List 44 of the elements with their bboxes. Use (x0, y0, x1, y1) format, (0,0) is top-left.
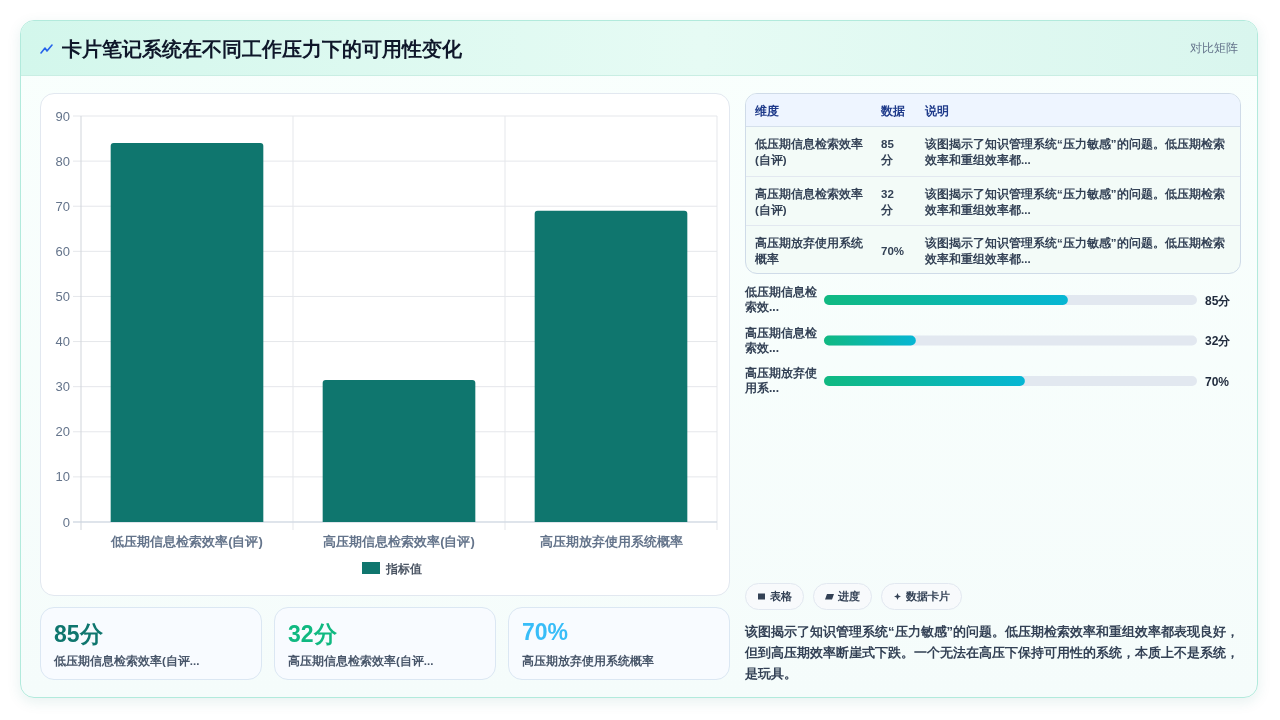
text: 85分 (881, 137, 895, 168)
text: 85分 (54, 620, 103, 649)
text: 70% (522, 619, 569, 646)
y-tick-label: 90 (55, 108, 70, 124)
y-tick-label: 80 (55, 153, 70, 169)
x-tick-label: 高压期信息检索效率(自评) (323, 534, 475, 549)
text: 低压期信息检索效率(自评... (54, 654, 200, 669)
text: 32分 (881, 187, 895, 218)
text: 说明 (925, 103, 949, 120)
data-label: 32分 (1205, 334, 1232, 348)
y-tick-label: 60 (55, 243, 70, 259)
y-tick-label: 70 (55, 198, 70, 214)
y-tick-label: 30 (55, 379, 70, 395)
y-tick-label: 0 (62, 514, 70, 530)
text: 数据 (881, 103, 905, 120)
data-label: 85分 (1205, 293, 1232, 308)
y-tick-label: 10 (55, 469, 70, 485)
y-tick-label: 高压期放弃使用系... (745, 366, 818, 396)
data-label: 70% (1205, 374, 1230, 389)
text: 高压期放弃使用系统概率 (755, 235, 864, 267)
text: 70% (881, 244, 905, 259)
y-tick-label: 20 (55, 424, 70, 440)
text: 高压期放弃使用系统概率 (522, 654, 654, 669)
text: 进度 (838, 589, 860, 604)
y-tick-label: 50 (55, 288, 70, 304)
y-tick-label: 40 (55, 334, 70, 350)
text: 32分 (288, 620, 337, 649)
x-tick-label: 高压期放弃使用系统概率 (539, 534, 683, 549)
x-tick-label: 低压期信息检索效率(自评) (110, 534, 263, 549)
text: 低压期信息检索效率(自评) (755, 136, 864, 168)
text: 高压期信息检索效率(自评... (288, 654, 434, 669)
y-tick-label: 高压期信息检索效... (745, 325, 818, 356)
legend-label: 指标值 (385, 561, 422, 576)
y-tick-label: 低压期信息检索效... (745, 285, 818, 315)
text: 该图揭示了知识管理系统“压力敏感”的问题。低压期检索效率和重组效率都... (925, 235, 1226, 267)
text: 该图揭示了知识管理系统“压力敏感”的问题。低压期检索效率和重组效率都... (925, 186, 1226, 218)
chart-title: 卡片笔记系统在不同工作压力下的可用性变化 (62, 37, 462, 62)
text: 对比矩阵 (1190, 40, 1238, 57)
text: 数据卡片 (906, 589, 950, 604)
text: 该图揭示了知识管理系统“压力敏感”的问题。低压期检索效率和重组效率都表现良好，但到高压期效率断崖式下跌。一个无法在高压下保持可用性的系统，本质上不是系统，是玩具。 (745, 623, 1240, 683)
text: 表格 (770, 589, 792, 604)
text: 维度 (755, 103, 779, 120)
text: 该图揭示了知识管理系统“压力敏感”的问题。低压期检索效率和重组效率都... (925, 136, 1226, 168)
text: 高压期信息检索效率(自评) (755, 186, 864, 218)
